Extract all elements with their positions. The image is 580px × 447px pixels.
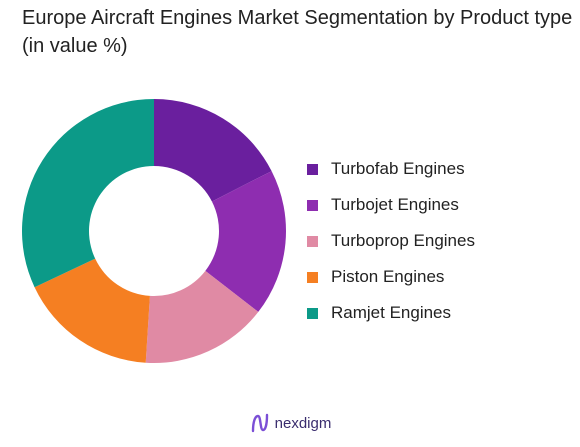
legend-label: Turbojet Engines: [331, 195, 459, 214]
legend-label: Ramjet Engines: [331, 303, 452, 322]
slice-turbofab-engines: [154, 99, 272, 202]
slice-piston-engines: [34, 258, 150, 363]
legend-item: Turboprop Engines: [307, 223, 475, 259]
slice-turbojet-engines: [205, 171, 286, 312]
legend-swatch: [307, 307, 318, 319]
legend-item: Turbofab Engines: [307, 151, 475, 187]
legend-item: Turbojet Engines: [307, 187, 475, 223]
slice-turboprop-engines: [145, 270, 259, 363]
legend: Turbofab Engines Turbojet Engines Turbopro…: [307, 151, 475, 331]
legend-swatch: [307, 271, 318, 283]
nexdigm-logo-icon: [251, 413, 268, 433]
donut-slices: [21, 99, 286, 363]
brand-footer: nexdigm: [0, 412, 580, 434]
legend-swatch: [307, 199, 318, 211]
legend-label: Piston Engines: [331, 267, 445, 286]
legend-swatch: [307, 163, 318, 175]
chart-title: Europe Aircraft Engines Market Segmentat…: [22, 7, 573, 57]
legend-item: Piston Engines: [307, 259, 475, 295]
brand-name: nexdigm: [274, 414, 332, 432]
slice-ramjet-engines: [21, 99, 154, 288]
legend-label: Turbofab Engines: [331, 159, 465, 178]
legend-swatch: [307, 235, 318, 247]
legend-item: Ramjet Engines: [307, 295, 475, 331]
legend-label: Turboprop Engines: [331, 231, 475, 250]
